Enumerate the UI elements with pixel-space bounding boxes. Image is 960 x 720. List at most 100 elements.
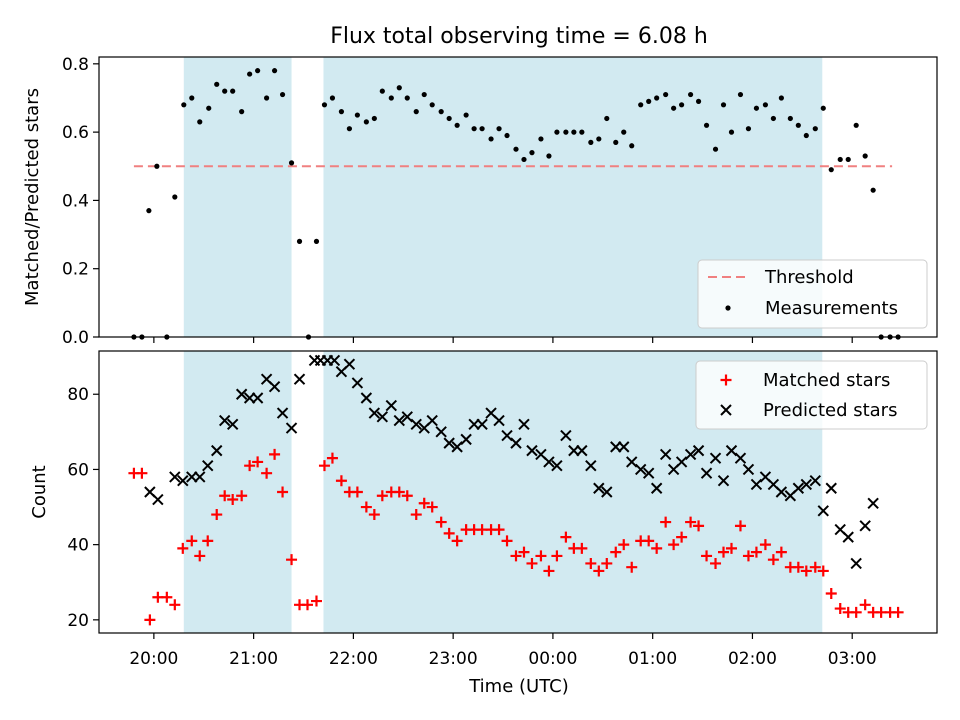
measurement-point: [687, 91, 694, 98]
measurement-point: [638, 102, 644, 108]
matched-stars-point: [800, 565, 812, 577]
predicted-stars-point: [659, 448, 672, 461]
predicted-stars-point: [360, 392, 373, 404]
measurement-point: [728, 129, 735, 135]
measurement-point: [338, 109, 345, 115]
predicted-stars-point: [867, 497, 879, 509]
matched-stars-point: [610, 546, 622, 558]
predicted-stars-point: [634, 463, 647, 476]
count-panel: 20 40 60 80 20:00 21:00 22:00 23:00 00:00 01:00 02…: [29, 350, 938, 669]
measurement-point: [646, 98, 652, 104]
x-tick-label: 03:00: [828, 649, 877, 669]
measurement-point: [222, 88, 228, 94]
predicted-stars-point: [385, 399, 398, 412]
predicted-stars-point: [709, 452, 722, 464]
matched-stars-point: [601, 557, 613, 569]
predicted-stars-point: [842, 531, 854, 543]
measurement-point: [803, 132, 809, 139]
measurement-point: [870, 187, 876, 193]
predicted-stars-point: [426, 414, 438, 427]
predicted-stars-point: [576, 444, 588, 457]
matched-stars-point: [510, 550, 522, 562]
predicted-stars-point: [684, 448, 697, 461]
matched-stars-point: [834, 603, 846, 615]
measurement-point: [820, 105, 826, 111]
measurement-point: [712, 146, 719, 152]
measurement-point: [471, 126, 477, 132]
measurement-point: [845, 156, 851, 163]
matched-stars-point: [685, 516, 697, 528]
matched-stars-point: [742, 550, 754, 562]
y-tick-label: 0.2: [62, 260, 89, 280]
measurement-point: [496, 126, 502, 132]
matched-stars-point: [560, 531, 572, 543]
matched-stars-point: [144, 614, 156, 626]
y-axis-label: Matched/Predicted stars: [22, 88, 43, 306]
measurement-point: [189, 95, 195, 101]
measurement-point: [695, 98, 702, 104]
predicted-stars-point: [543, 456, 555, 468]
predicted-stars-point: [194, 471, 206, 483]
predicted-stars-point: [401, 411, 413, 423]
predicted-stars-point: [717, 475, 730, 487]
matched-stars-point: [169, 599, 181, 611]
predicted-stars-point: [675, 456, 688, 468]
measurement-point: [663, 91, 669, 98]
measurement-point: [753, 105, 760, 111]
predicted-stars-point: [268, 381, 281, 393]
predicted-stars-point: [742, 463, 755, 476]
measurement-point: [154, 163, 160, 169]
y-tick-label: 80: [67, 385, 89, 405]
measurement-point: [329, 95, 336, 101]
legend: Matched stars Predicted stars: [695, 360, 928, 430]
matched-stars-point: [759, 539, 771, 551]
predicted-stars-point: [825, 482, 837, 494]
matched-stars-point: [651, 542, 663, 554]
predicted-stars-point: [169, 471, 181, 483]
matched-stars-point: [718, 546, 730, 558]
predicted-stars-point: [376, 411, 389, 423]
matched-stars-point: [543, 565, 555, 577]
measurement-point: [787, 115, 793, 122]
predicted-stars-point: [251, 392, 264, 404]
matched-stars-point: [535, 550, 547, 562]
measurement-point: [737, 91, 744, 98]
matched-stars-point: [302, 599, 314, 611]
legend-measurement-label: Measurements: [765, 298, 898, 319]
predicted-stars-point: [501, 429, 513, 442]
y-tick-label: 0.6: [62, 123, 89, 143]
matched-stars-point: [451, 535, 463, 547]
matched-stars-point: [775, 546, 787, 558]
axes-frame: [98, 350, 938, 634]
matched-stars-point: [618, 539, 630, 551]
measurement-point: [247, 71, 253, 77]
matched-stars-point: [401, 490, 413, 502]
predicted-stars-point: [226, 418, 239, 431]
measurement-point: [230, 88, 236, 94]
measurement-point: [313, 238, 320, 244]
measurement-point: [828, 167, 834, 173]
measurement-point: [613, 139, 619, 145]
measurement-point: [346, 126, 353, 132]
predicted-stars-point: [725, 444, 738, 457]
matched-stars-point: [626, 561, 638, 573]
matched-stars-point: [435, 516, 447, 528]
predicted-stars-point: [809, 475, 821, 487]
measurement-point: [438, 109, 444, 115]
matched-stars-point: [360, 501, 372, 513]
matched-stars-point: [211, 509, 223, 521]
measurement-point: [812, 126, 818, 132]
measurement-point: [214, 81, 220, 87]
predicted-stars-point: [285, 422, 298, 434]
matched-stars-point: [376, 490, 388, 502]
legend-predicted-label: Predicted stars: [763, 400, 897, 421]
measurement-point: [371, 115, 377, 122]
matched-stars-point: [244, 460, 256, 472]
measurement-point: [379, 88, 385, 94]
x-axis-label: Time (UTC): [468, 676, 569, 697]
matched-stars-point: [219, 490, 231, 502]
measurement-point: [513, 146, 519, 152]
measurement-point: [671, 105, 677, 111]
matched-stars-point: [725, 542, 737, 554]
matched-stars-point: [576, 542, 588, 554]
